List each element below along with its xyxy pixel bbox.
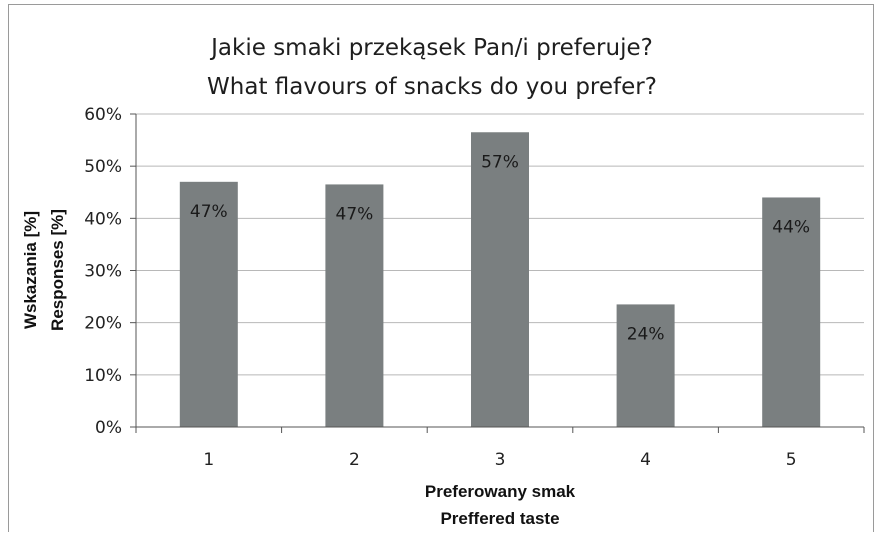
- y-tick-label: 30%: [84, 262, 122, 282]
- bar: [616, 304, 675, 427]
- y-axis-tick-labels: 0% 10% 20% 30% 40% 50% 60%: [84, 105, 122, 438]
- chart-title-line-2: What flavours of snacks do you prefer?: [207, 74, 657, 100]
- data-label: 47%: [336, 204, 374, 224]
- data-label: 57%: [481, 152, 519, 172]
- y-tick-label: 10%: [84, 366, 122, 386]
- bar: [762, 197, 821, 427]
- x-tick-label: 5: [786, 450, 797, 470]
- x-axis-label-line-2: Preffered taste: [440, 509, 559, 528]
- x-axis-label-line-1: Preferowany smak: [425, 482, 576, 501]
- chart-title-line-1: Jakie smaki przekąsek Pan/i preferuje?: [209, 35, 653, 61]
- y-axis-label-line-1: Wskazania [%]: [21, 211, 40, 329]
- chart-frame: [8, 4, 874, 532]
- y-tick-label: 40%: [84, 209, 122, 229]
- x-tick-label: 2: [349, 450, 360, 470]
- y-tick-label: 60%: [84, 105, 122, 125]
- bar: [179, 181, 238, 427]
- x-tick-label: 3: [495, 450, 506, 470]
- data-label: 47%: [190, 202, 228, 222]
- bar: [471, 132, 529, 427]
- y-tick-label: 20%: [84, 314, 122, 334]
- bars: 47% 47% 57% 24% 44%: [179, 132, 821, 427]
- y-tick-label: 0%: [95, 418, 122, 438]
- data-label: 44%: [772, 217, 810, 237]
- x-tick-label: 4: [640, 450, 651, 470]
- x-axis: 1 2 3 4 5: [135, 114, 865, 470]
- data-label: 24%: [627, 324, 665, 344]
- x-tick-label: 1: [203, 450, 214, 470]
- y-tick-label: 50%: [84, 157, 122, 177]
- y-axis-label-line-2: Responses [%]: [48, 209, 67, 331]
- bar: [325, 184, 384, 427]
